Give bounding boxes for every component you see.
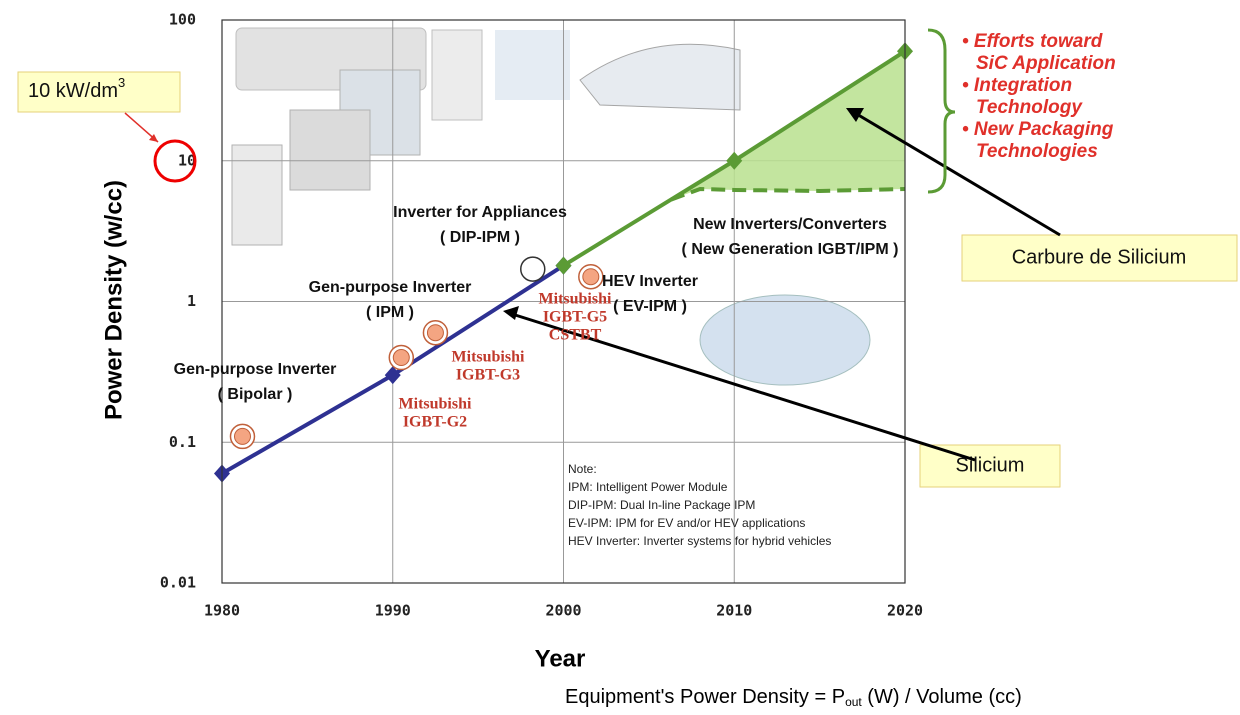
effort-line: SiC Application bbox=[976, 53, 1116, 74]
point bbox=[233, 427, 251, 445]
y-axis-label: Power Density (w/cc) bbox=[100, 180, 127, 420]
note-line: IPM: Intelligent Power Module bbox=[568, 480, 728, 494]
note-line: Note: bbox=[568, 462, 597, 476]
x-tick-label: 1990 bbox=[375, 602, 411, 620]
brace bbox=[927, 28, 956, 194]
motor bbox=[289, 109, 371, 191]
maker-label: IGBT-G3 bbox=[456, 367, 520, 384]
maker-label: Mitsubishi bbox=[452, 349, 525, 366]
callout-arrow bbox=[511, 312, 976, 462]
note-line: EV-IPM: IPM for EV and/or HEV applicatio… bbox=[568, 516, 805, 530]
formula-sub: out bbox=[845, 695, 862, 709]
area bbox=[671, 51, 905, 200]
y-tick-label: 0.01 bbox=[160, 574, 196, 592]
callout-text: 10 kW/dm3 bbox=[28, 75, 125, 102]
callout-box bbox=[961, 234, 1238, 282]
formula-text: Equipment's Power Density = P bbox=[565, 686, 845, 708]
train bbox=[579, 43, 741, 111]
x-tick-label: 2000 bbox=[545, 602, 581, 620]
marker bbox=[384, 366, 401, 385]
callout-box bbox=[17, 71, 181, 113]
maker-label: Mitsubishi bbox=[539, 291, 612, 308]
maker-label: IGBT-G2 bbox=[403, 414, 467, 431]
x-axis-label: Year bbox=[535, 645, 586, 672]
y-tick-label: 10 bbox=[178, 151, 196, 169]
formula-text: (W) / Volume (cc) bbox=[862, 686, 1022, 708]
callout-box bbox=[919, 444, 1061, 488]
windmill bbox=[495, 30, 570, 100]
inverter-unit bbox=[231, 144, 283, 246]
callout-text: 10 kW/dm bbox=[28, 80, 118, 102]
formula: Equipment's Power Density = Pout (W) / V… bbox=[565, 686, 1022, 709]
annotation: ( New Generation IGBT/IPM ) bbox=[682, 241, 899, 258]
highlight-circle bbox=[153, 139, 197, 183]
maker-label: IGBT-G5 bbox=[543, 309, 607, 326]
point bbox=[524, 261, 541, 278]
arrowhead bbox=[503, 306, 519, 320]
annotation: Gen-purpose Inverter bbox=[174, 361, 337, 378]
y-tick-label: 100 bbox=[169, 11, 196, 29]
y-tick-label: 0.1 bbox=[169, 433, 196, 451]
annotation: ( EV-IPM ) bbox=[613, 298, 687, 315]
note-line: DIP-IPM: Dual In-line Package IPM bbox=[568, 498, 755, 512]
line bbox=[670, 186, 906, 202]
effort-line: • Efforts toward bbox=[962, 31, 1103, 52]
annotation: New Inverters/Converters bbox=[693, 216, 887, 233]
fridge bbox=[431, 29, 483, 121]
note-line: HEV Inverter: Inverter systems for hybri… bbox=[568, 534, 831, 548]
point bbox=[582, 268, 600, 286]
annotation: Inverter for Appliances bbox=[393, 204, 567, 221]
annotations: Inverter for Appliances ( DIP-IPM ) Gen-pu… bbox=[174, 31, 1116, 548]
effort-line: • Integration bbox=[962, 75, 1072, 96]
point bbox=[426, 324, 444, 342]
illustrations bbox=[231, 27, 871, 386]
marks bbox=[214, 42, 913, 483]
callout-arrow bbox=[854, 111, 1061, 237]
marker bbox=[726, 151, 743, 170]
point bbox=[392, 349, 410, 367]
callout-sup: 3 bbox=[118, 75, 125, 90]
annotation: Gen-purpose Inverter bbox=[309, 279, 472, 296]
plot-frame bbox=[221, 19, 906, 584]
annotation: HEV Inverter bbox=[602, 273, 698, 290]
x-tick-label: 2010 bbox=[716, 602, 752, 620]
maker-label: Mitsubishi bbox=[399, 396, 472, 413]
effort-line: • New Packaging bbox=[962, 119, 1114, 140]
maker-label: CSTBT bbox=[549, 327, 602, 344]
effort-line: Technology bbox=[976, 97, 1083, 118]
x-tick-label: 2020 bbox=[887, 602, 923, 620]
annotation: ( Bipolar ) bbox=[218, 386, 293, 403]
marker bbox=[555, 256, 572, 275]
y-tick-label: 1 bbox=[187, 292, 196, 310]
arrowhead bbox=[149, 134, 158, 142]
x-tick-label: 1980 bbox=[204, 602, 240, 620]
callout-text: Carbure de Silicium bbox=[1012, 246, 1187, 268]
effort-line: Technologies bbox=[976, 141, 1098, 162]
annotation: ( IPM ) bbox=[366, 304, 414, 321]
annotation: ( DIP-IPM ) bbox=[440, 229, 520, 246]
arrowhead bbox=[846, 108, 864, 122]
car bbox=[699, 294, 871, 386]
